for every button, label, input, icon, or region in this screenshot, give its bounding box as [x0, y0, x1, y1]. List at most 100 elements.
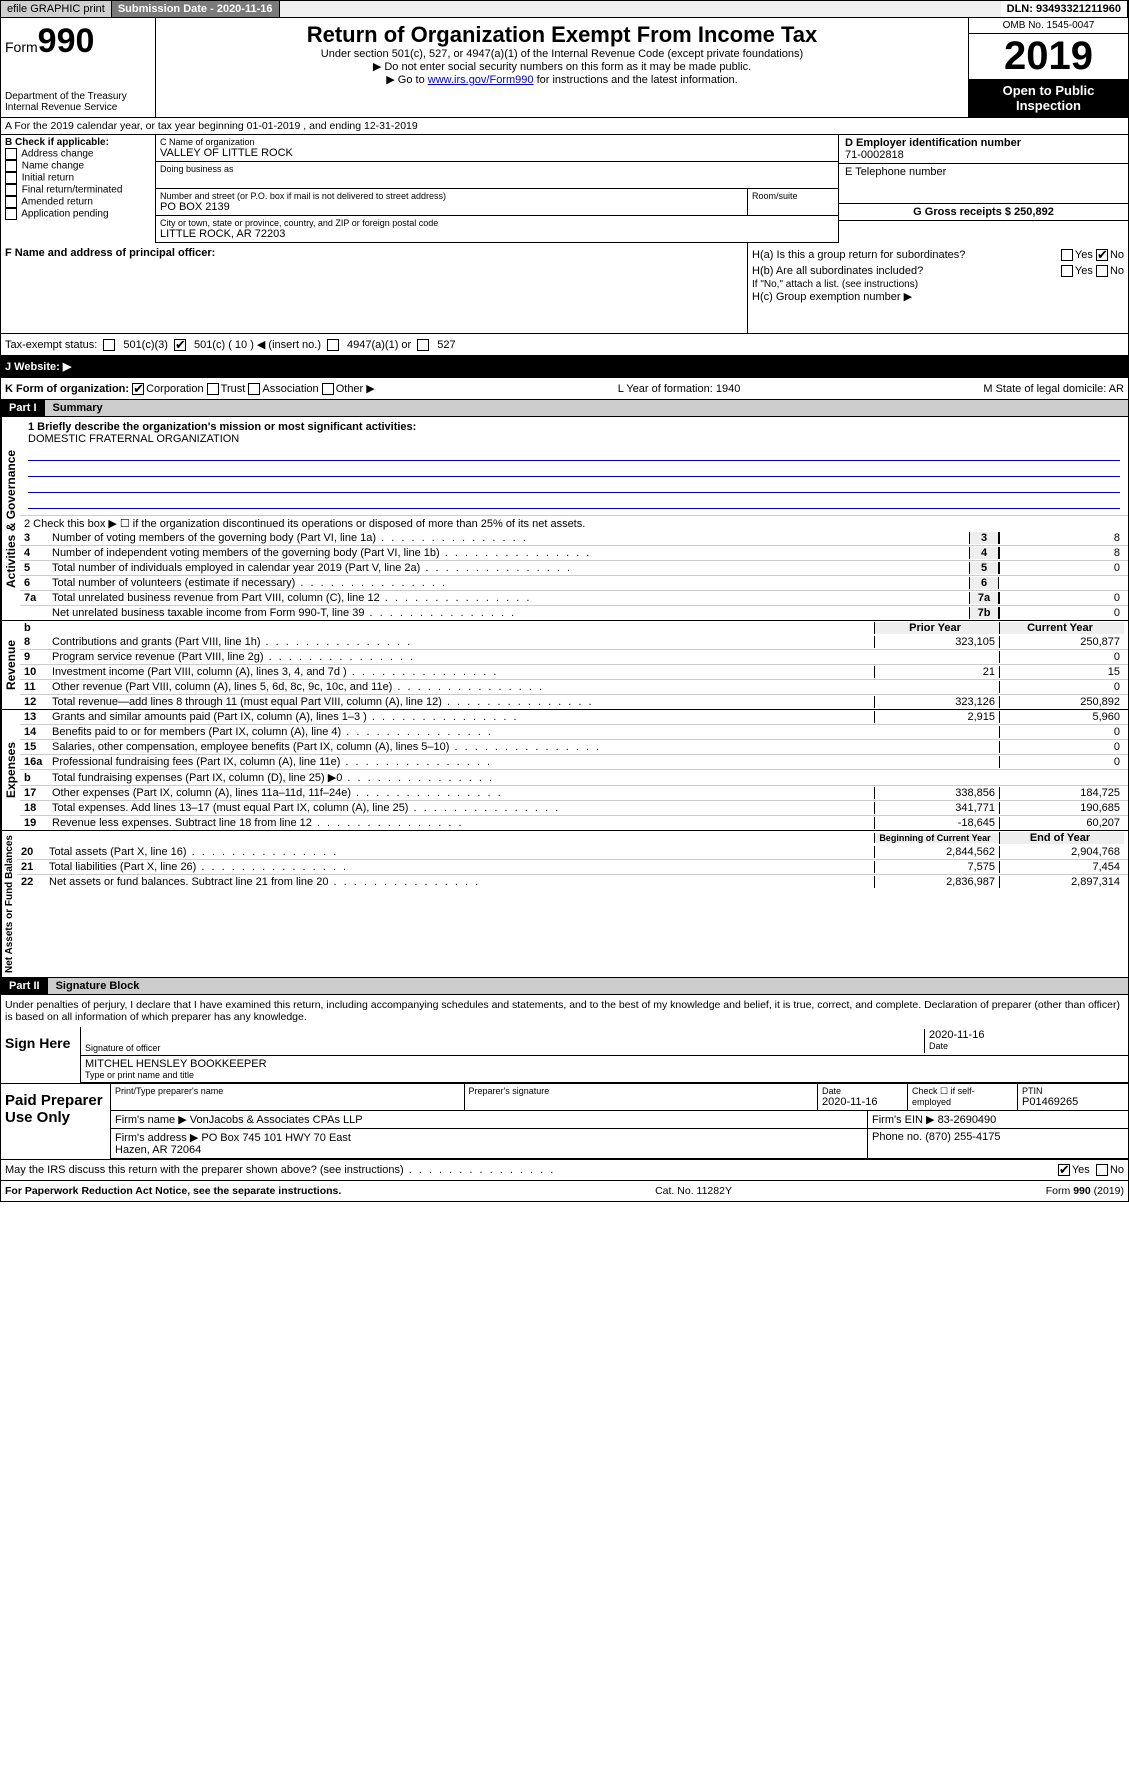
- prep-date: 2020-11-16: [822, 1096, 903, 1108]
- table-row: 15Salaries, other compensation, employee…: [20, 739, 1128, 754]
- prep-date-label: Date: [822, 1086, 903, 1096]
- table-row: 21Total liabilities (Part X, line 26)7,5…: [17, 859, 1128, 874]
- website-row: J Website: ▶: [0, 356, 1129, 378]
- b-checkbox-item: Amended return: [5, 196, 151, 208]
- f-label: F Name and address of principal officer:: [5, 247, 215, 259]
- ha-yes-checkbox[interactable]: [1061, 249, 1073, 261]
- sign-here-label: Sign Here: [1, 1027, 81, 1083]
- table-row: 20Total assets (Part X, line 16)2,844,56…: [17, 845, 1128, 859]
- exp-section: Expenses 13Grants and similar amounts pa…: [0, 710, 1129, 831]
- c-name-label: C Name of organization: [160, 137, 834, 147]
- self-emp-check[interactable]: Check ☐ if self-employed: [908, 1084, 1018, 1110]
- part1-label: Part I: [1, 400, 45, 416]
- tax-status-label: Tax-exempt status:: [5, 339, 97, 351]
- l-year: L Year of formation: 1940: [618, 383, 741, 395]
- form-header: Form990 Department of the Treasury Inter…: [0, 18, 1129, 118]
- phone-label: Phone no.: [872, 1131, 922, 1143]
- firm-ein-label: Firm's EIN ▶: [872, 1114, 935, 1126]
- prep-sig-label: Preparer's signature: [469, 1086, 814, 1096]
- k-row: K Form of organization: Corporation Trus…: [0, 378, 1129, 400]
- table-row: 11Other revenue (Part VIII, column (A), …: [20, 679, 1128, 694]
- table-row: 22Net assets or fund balances. Subtract …: [17, 874, 1128, 889]
- part1-title: Summary: [45, 400, 1128, 416]
- table-row: 3Number of voting members of the governi…: [20, 531, 1128, 545]
- penalty-text: Under penalties of perjury, I declare th…: [0, 995, 1129, 1027]
- note-link: ▶ Go to www.irs.gov/Form990 for instruct…: [166, 73, 958, 86]
- firm-addr-label: Firm's address ▶: [115, 1132, 198, 1144]
- efile-label[interactable]: efile GRAPHIC print: [1, 1, 112, 17]
- fh-block: F Name and address of principal officer:…: [0, 243, 1129, 334]
- form-foot: Form 990 (2019): [1046, 1185, 1124, 1197]
- table-row: 16aProfessional fundraising fees (Part I…: [20, 754, 1128, 769]
- line2: 2 Check this box ▶ ☐ if the organization…: [24, 517, 1124, 530]
- irs-link[interactable]: www.irs.gov/Form990: [428, 74, 534, 86]
- paid-label: Paid Preparer Use Only: [1, 1084, 111, 1159]
- b-checkbox-item: Address change: [5, 148, 151, 160]
- org-info-block: B Check if applicable: Address change Na…: [0, 135, 1129, 243]
- street-label: Number and street (or P.O. box if mail i…: [160, 191, 743, 201]
- submission-date: Submission Date - 2020-11-16: [112, 1, 280, 17]
- hb-note: If "No," attach a list. (see instruction…: [752, 279, 1124, 290]
- b-checkbox-item: Name change: [5, 160, 151, 172]
- table-row: 7aTotal unrelated business revenue from …: [20, 590, 1128, 605]
- part2-bar: Part II Signature Block: [0, 978, 1129, 995]
- website-label: J Website: ▶: [5, 360, 71, 373]
- ptin-value: P01469265: [1022, 1096, 1124, 1108]
- ha-no-checkbox[interactable]: [1096, 249, 1108, 261]
- table-row: 13Grants and similar amounts paid (Part …: [20, 710, 1128, 724]
- subtitle: Under section 501(c), 527, or 4947(a)(1)…: [166, 48, 958, 60]
- ptin-label: PTIN: [1022, 1086, 1124, 1096]
- mission-text: DOMESTIC FRATERNAL ORGANIZATION: [28, 433, 239, 445]
- table-row: 6Total number of volunteers (estimate if…: [20, 575, 1128, 590]
- discuss-row: May the IRS discuss this return with the…: [0, 1160, 1129, 1181]
- d-label: D Employer identification number: [845, 137, 1021, 149]
- footer: For Paperwork Reduction Act Notice, see …: [0, 1181, 1129, 1202]
- type-name-label: Type or print name and title: [85, 1070, 1124, 1080]
- gov-section: Activities & Governance 1 Briefly descri…: [0, 417, 1129, 621]
- part2-label: Part II: [1, 978, 48, 994]
- omb-number: OMB No. 1545-0047: [969, 18, 1128, 34]
- corp-checkbox[interactable]: [132, 383, 144, 395]
- table-row: 17Other expenses (Part IX, column (A), l…: [20, 785, 1128, 800]
- dept-label: Department of the Treasury Internal Reve…: [5, 91, 151, 113]
- firm-name-label: Firm's name ▶: [115, 1114, 187, 1126]
- top-bar: efile GRAPHIC print Submission Date - 20…: [0, 0, 1129, 18]
- assoc-checkbox[interactable]: [248, 383, 260, 395]
- table-row: 5Total number of individuals employed in…: [20, 560, 1128, 575]
- hc-label: H(c) Group exemption number ▶: [752, 290, 1124, 303]
- part1-bar: Part I Summary: [0, 400, 1129, 417]
- 501c3-checkbox[interactable]: [103, 339, 115, 351]
- ln-blank: b: [24, 622, 52, 634]
- hb-no-checkbox[interactable]: [1096, 265, 1108, 277]
- exp-vlabel: Expenses: [1, 710, 20, 830]
- officer-name: MITCHEL HENSLEY BOOKKEEPER: [85, 1058, 1124, 1070]
- open-inspection: Open to Public Inspection: [969, 79, 1128, 117]
- trust-checkbox[interactable]: [207, 383, 219, 395]
- table-row: 8Contributions and grants (Part VIII, li…: [20, 635, 1128, 649]
- room-label: Room/suite: [752, 191, 834, 201]
- other-checkbox[interactable]: [322, 383, 334, 395]
- hb-yes-checkbox[interactable]: [1061, 265, 1073, 277]
- cat-no: Cat. No. 11282Y: [655, 1185, 732, 1197]
- firm-name: VonJacobs & Associates CPAs LLP: [190, 1114, 363, 1126]
- net-section: Net Assets or Fund Balances Beginning of…: [0, 831, 1129, 978]
- street-value: PO BOX 2139: [160, 201, 743, 213]
- table-row: 10Investment income (Part VIII, column (…: [20, 664, 1128, 679]
- rev-section: Revenue b Prior Year Current Year 8Contr…: [0, 621, 1129, 710]
- pra-text: For Paperwork Reduction Act Notice, see …: [5, 1185, 341, 1197]
- 501c-checkbox[interactable]: [174, 339, 186, 351]
- city-label: City or town, state or province, country…: [160, 218, 834, 228]
- table-row: 9Program service revenue (Part VIII, lin…: [20, 649, 1128, 664]
- discuss-yes-checkbox[interactable]: [1058, 1164, 1070, 1176]
- tax-status-row: Tax-exempt status: 501(c)(3) 501(c) ( 10…: [0, 334, 1129, 356]
- b-checkbox-item: Application pending: [5, 208, 151, 220]
- discuss-no-checkbox[interactable]: [1096, 1164, 1108, 1176]
- curr-hdr: Current Year: [999, 622, 1124, 634]
- preparer-section: Paid Preparer Use Only Print/Type prepar…: [0, 1084, 1129, 1160]
- sign-section: Sign Here Signature of officer 2020-11-1…: [0, 1027, 1129, 1084]
- discuss-text: May the IRS discuss this return with the…: [5, 1164, 555, 1176]
- 527-checkbox[interactable]: [417, 339, 429, 351]
- prep-name-label: Print/Type preparer's name: [115, 1086, 460, 1096]
- end-hdr: End of Year: [999, 832, 1124, 844]
- 4947-checkbox[interactable]: [327, 339, 339, 351]
